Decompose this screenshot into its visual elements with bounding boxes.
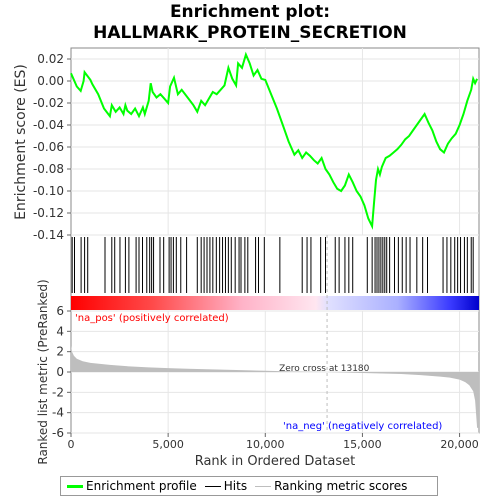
legend-es-swatch — [67, 484, 83, 488]
es-y-axis: 0.02 0.00 -0.02 -0.04 -0.06 -0.08 -0.10 -0.12 -0… — [33, 52, 71, 242]
legend-item-es: Enrichment profile — [67, 479, 197, 493]
metric-y-tick-label: 6 — [56, 304, 64, 318]
metric-y-tick-label: 4 — [56, 324, 64, 338]
es-y-axis-label: Enrichment score (ES) — [13, 64, 29, 220]
metric-y-tick-label: -4 — [52, 406, 64, 420]
es-y-tick-label: -0.14 — [33, 228, 64, 242]
es-y-tick-label: 0.02 — [37, 52, 64, 66]
pos-correlated-label: 'na_pos' (positively correlated) — [75, 313, 229, 324]
metric-y-axis: 6 4 2 0 -2 -4 -6 — [52, 304, 71, 440]
metric-y-tick-label: 0 — [56, 365, 64, 379]
es-panel — [70, 47, 480, 236]
x-tick-label: 10,000 — [246, 438, 285, 451]
chart-title: Enrichment plot: HALLMARK_PROTEIN_SECRET… — [0, 2, 500, 44]
neg-correlated-label: 'na_neg' (negatively correlated) — [283, 421, 442, 432]
x-axis: 0 5,000 10,000 15,000 20,000 — [68, 433, 479, 451]
title-line-1: Enrichment plot: — [169, 2, 331, 22]
x-tick-label: 0 — [68, 438, 75, 451]
enrichment-profile-line — [70, 51, 479, 230]
legend-hits-swatch — [204, 485, 221, 487]
metric-y-tick-label: -6 — [52, 426, 64, 440]
es-y-tick-label: 0.00 — [37, 74, 64, 88]
legend-es-label: Enrichment profile — [86, 479, 197, 493]
x-tick-label: 20,000 — [440, 438, 479, 451]
es-y-tick-label: -0.04 — [33, 118, 64, 132]
rank-color-bar — [71, 296, 479, 310]
x-tick-label: 5,000 — [152, 438, 184, 451]
es-y-tick-label: -0.06 — [33, 140, 64, 154]
es-y-tick-label: -0.02 — [33, 96, 64, 110]
es-y-tick-label: -0.12 — [33, 206, 64, 220]
zero-cross-label: Zero cross at 13180 — [279, 364, 370, 374]
legend-metric-label: Ranking metric scores — [274, 479, 408, 493]
legend-metric-swatch — [255, 485, 272, 487]
legend-hits-label: Hits — [223, 479, 248, 493]
legend-item-metric: Ranking metric scores — [255, 479, 407, 493]
es-grid — [71, 48, 479, 236]
legend-item-hits: Hits — [204, 479, 248, 493]
es-y-tick-label: -0.10 — [33, 184, 64, 198]
title-line-2: HALLMARK_PROTEIN_SECRETION — [93, 23, 407, 43]
metric-y-tick-label: 2 — [56, 345, 64, 359]
x-tick-label: 15,000 — [343, 438, 382, 451]
legend: Enrichment profile Hits Ranking metric s… — [60, 476, 438, 496]
metric-y-tick-label: -2 — [52, 385, 64, 399]
es-y-tick-label: -0.08 — [33, 162, 64, 176]
hit-marks — [71, 237, 474, 293]
metric-y-axis-label: Ranked list metric (PreRanked) — [36, 279, 50, 464]
x-axis-label: Rank in Ordered Dataset — [195, 454, 356, 469]
